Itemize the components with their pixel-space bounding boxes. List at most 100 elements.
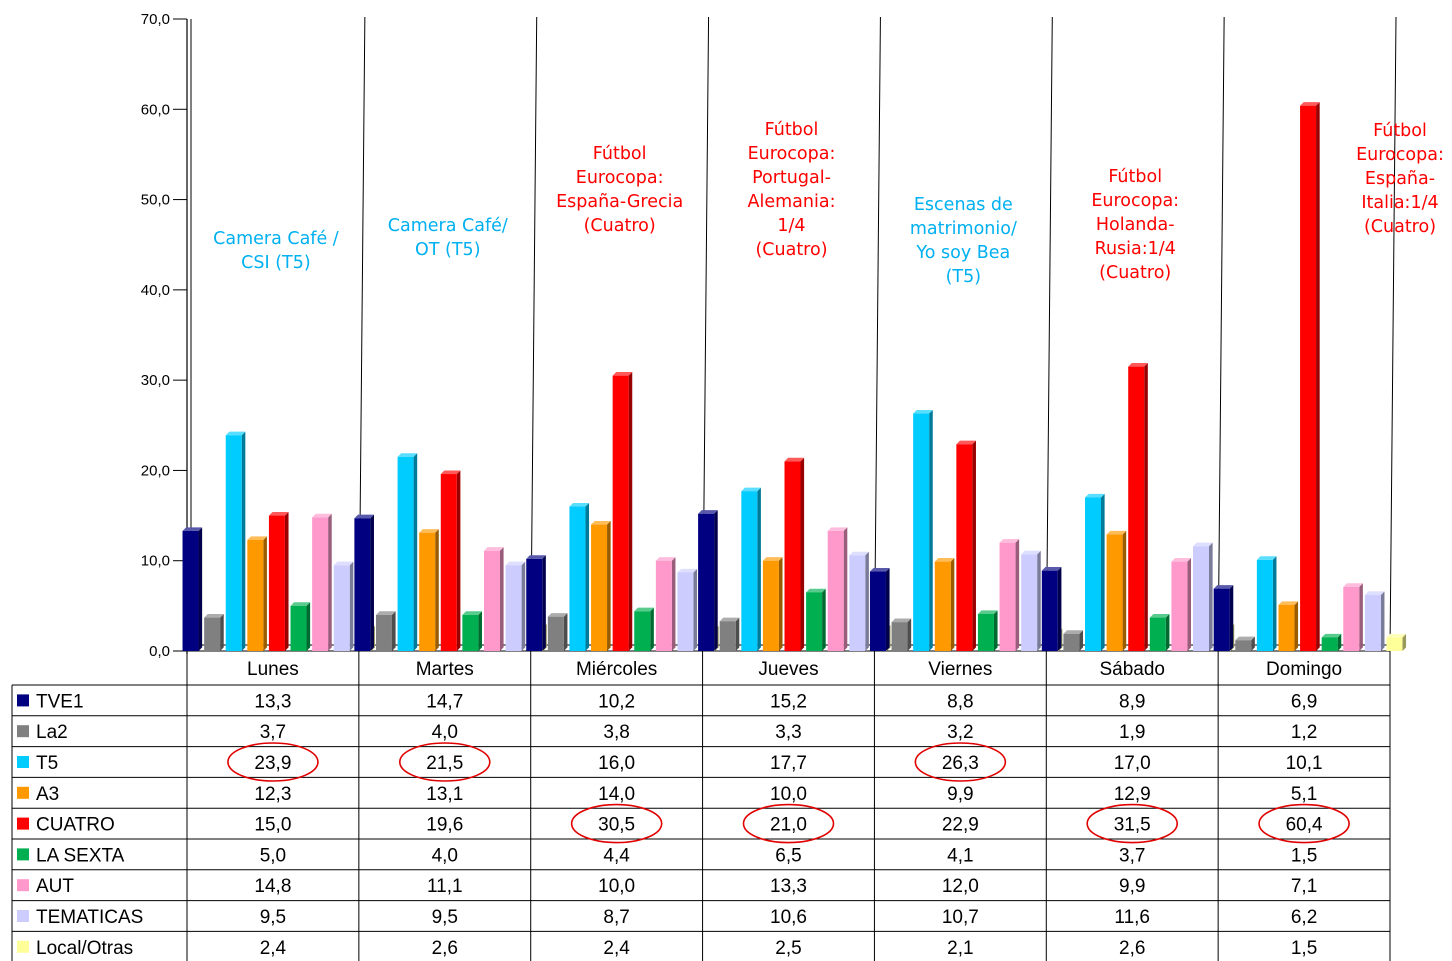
table-cell: 11,1 [427,876,463,897]
bar-la2-3 [719,617,740,651]
bar-tve1-4 [869,567,890,651]
bar-la-sexta-6 [1321,633,1342,651]
bar-a3-1 [419,529,439,651]
annotation-miércoles: Fútbol Eurocopa: España-Grecia (Cuatro) [556,144,683,236]
series-name: LA SEXTA [36,845,125,866]
annotation-martes: Camera Café/OT (T5) [388,216,508,260]
series-name: TEMATICAS [36,907,143,928]
highlight-ellipse [742,803,835,844]
table-cell: 31,5 [1114,815,1151,836]
x-tick-label: Martes [416,659,474,680]
bar-tve1-3 [698,510,718,651]
table-cell: 4,1 [947,845,973,866]
table-cell: 5,1 [1291,784,1317,805]
bar-a3-2 [591,521,611,651]
table-cell: 10,7 [942,907,979,928]
x-tick-label: Lunes [247,659,299,680]
bar-tve1-5 [1041,567,1062,651]
bar-local-otras-6 [1386,633,1407,651]
highlight-ellipse [1258,803,1350,844]
y-tick-label: 50,0 [141,192,170,209]
bar-la2-5 [1063,630,1084,651]
y-tick-label: 30,0 [141,372,170,389]
legend-swatch [17,756,29,768]
table-cell: 3,7 [1119,845,1145,866]
legend-swatch [17,940,29,953]
series-name: La2 [36,722,68,743]
highlight-ellipse [1086,803,1179,844]
bar-tematicas-5 [1193,542,1213,651]
table-cell: 12,0 [942,876,979,897]
bar-tematicas-6 [1364,591,1385,651]
bar-t5-5 [1085,493,1105,651]
table-cell: 15,0 [254,815,291,836]
annotation-sábado: Fútbol Eurocopa: Holanda-Rusia:1/4 (Cuatro) [1091,167,1179,283]
x-tick-label: Viernes [928,659,992,680]
series-name: A3 [36,784,59,805]
table-cell: 9,9 [1119,876,1145,897]
bar-la-sexta-0 [290,602,311,651]
table-cell: 17,0 [1114,753,1151,774]
x-tick-label: Miércoles [576,659,657,680]
table-cell: 10,2 [598,691,635,712]
bar-aut-6 [1343,583,1363,651]
legend-swatch [17,694,29,707]
table-cell: 12,3 [254,784,291,805]
annotation-jueves: Fútbol Eurocopa: Portugal-Alemania: 1/4 (Cua… [748,120,836,260]
legend-swatch [17,725,29,738]
table-cell: 6,2 [1291,907,1317,928]
table-cell: 26,3 [942,753,979,774]
category-separator [873,16,881,652]
bar-aut-2 [655,557,676,651]
bar-t5-0 [225,431,246,651]
bar-cuatro-0 [268,511,289,651]
highlight-ellipse [227,742,319,782]
bar-cuatro-5 [1128,363,1148,651]
table-cell: 14,7 [426,691,463,712]
bar-t5-1 [397,453,418,651]
y-tick-label: 20,0 [141,462,170,479]
table-cell: 19,6 [426,815,463,836]
bar-t5-4 [913,409,933,651]
table-cell: 7,1 [1291,876,1317,897]
table-cell: 60,4 [1286,815,1323,836]
bar-aut-1 [483,547,504,651]
table-cell: 16,0 [598,753,635,774]
table-cell: 3,8 [603,722,629,743]
bar-cuatro-3 [784,457,805,651]
table-cell: 9,5 [432,907,458,928]
bar-la-sexta-2 [634,607,654,651]
table-cell: 14,8 [254,876,291,897]
table-cell: 8,9 [1119,691,1145,712]
bar-cuatro-2 [612,372,633,651]
table-cell: 8,7 [603,907,629,928]
table-cell: 21,0 [770,815,807,836]
table-cell: 4,4 [603,845,630,866]
annotation-domingo: Fútbol Eurocopa: España-Italia:1/4 (Cuatro) [1356,121,1444,237]
bar-la-sexta-5 [1149,613,1170,651]
table-cell: 13,3 [254,691,291,712]
annotation-viernes: Escenas de matrimonio/Yo soy Bea (T5) [910,195,1017,287]
table-cell: 1,9 [1119,722,1145,743]
table-cell: 11,6 [1114,907,1150,928]
table-cell: 9,9 [947,784,973,805]
bar-tve1-6 [1213,585,1234,651]
bar-aut-0 [312,513,332,651]
bar-tematicas-4 [1021,550,1041,651]
table-cell: 23,9 [254,753,291,774]
x-tick-label: Sábado [1099,659,1165,680]
table-cell: 12,9 [1114,784,1151,805]
table-cell: 1,5 [1291,845,1317,866]
bar-cuatro-4 [956,440,976,651]
table-cell: 1,2 [1291,722,1317,743]
table-cell: 21,5 [426,753,463,774]
table-cell: 3,3 [775,722,801,743]
bar-tematicas-2 [677,568,698,651]
category-separator [1217,16,1225,652]
bar-la2-0 [204,613,224,651]
table-cell: 2,6 [1119,938,1145,959]
bar-tve1-1 [354,514,374,651]
series-name: Local/Otras [36,938,133,959]
series-name: T5 [36,753,58,774]
table-cell: 3,2 [947,722,973,743]
